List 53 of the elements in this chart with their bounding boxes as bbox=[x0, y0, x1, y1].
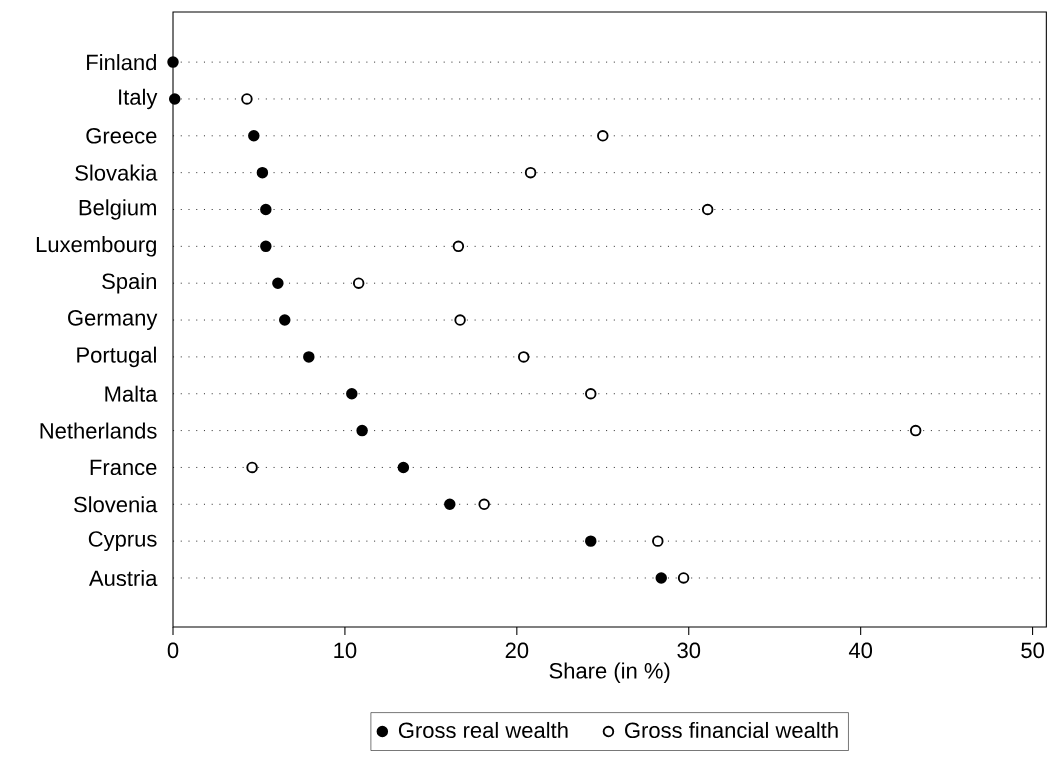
point bbox=[444, 498, 456, 511]
y-tick-label: Cyprus bbox=[88, 531, 157, 552]
x-tick-label: 30 bbox=[677, 642, 701, 659]
point bbox=[524, 166, 537, 179]
point bbox=[652, 535, 664, 547]
y-tick-label: Spain bbox=[102, 272, 156, 294]
point bbox=[356, 424, 368, 437]
point bbox=[241, 93, 253, 105]
x-tick-label: 0 bbox=[167, 642, 179, 659]
y-tick-label: Luxembourg bbox=[36, 236, 156, 257]
y-tick-label: Germany bbox=[68, 310, 158, 330]
point bbox=[246, 461, 258, 474]
point bbox=[452, 240, 465, 253]
legend-label: Gross financial wealth bbox=[625, 721, 838, 739]
point bbox=[701, 203, 714, 216]
point bbox=[260, 240, 272, 253]
point bbox=[256, 166, 269, 179]
point bbox=[279, 314, 291, 326]
point bbox=[352, 277, 365, 289]
point bbox=[167, 56, 179, 68]
y-tick-label: France bbox=[90, 459, 157, 476]
point bbox=[346, 388, 358, 400]
point bbox=[597, 130, 609, 142]
y-tick-label: Italy bbox=[119, 88, 158, 110]
point bbox=[909, 424, 922, 437]
x-axis-title: Share (in %) bbox=[549, 662, 670, 683]
y-tick-label: Belgium bbox=[79, 199, 156, 220]
y-tick-label: Austria bbox=[88, 569, 158, 587]
y-tick-label: Finland bbox=[87, 54, 156, 71]
y-tick-label: Greece bbox=[86, 128, 157, 144]
point bbox=[303, 351, 315, 363]
point bbox=[454, 314, 466, 326]
point bbox=[585, 535, 597, 547]
x-tick-label: 50 bbox=[1021, 642, 1044, 659]
point bbox=[272, 277, 284, 289]
point bbox=[397, 461, 410, 474]
y-tick-label: Malta bbox=[105, 385, 158, 402]
point bbox=[168, 93, 181, 105]
y-tick-label: Portugal bbox=[77, 346, 156, 368]
y-tick-label: Slovakia bbox=[75, 164, 158, 181]
point bbox=[478, 498, 490, 511]
y-tick-label: Slovenia bbox=[74, 496, 158, 513]
y-tick-label: Netherlands bbox=[40, 422, 157, 439]
x-tick-label: 10 bbox=[334, 642, 357, 659]
x-tick-label: 40 bbox=[848, 642, 873, 659]
point bbox=[248, 130, 260, 142]
legend-label: Gross real wealth bbox=[398, 721, 568, 739]
point bbox=[655, 572, 667, 584]
x-tick-label: 20 bbox=[505, 642, 529, 659]
point bbox=[585, 388, 597, 400]
point bbox=[260, 203, 272, 216]
point bbox=[517, 351, 530, 363]
point bbox=[677, 572, 690, 584]
